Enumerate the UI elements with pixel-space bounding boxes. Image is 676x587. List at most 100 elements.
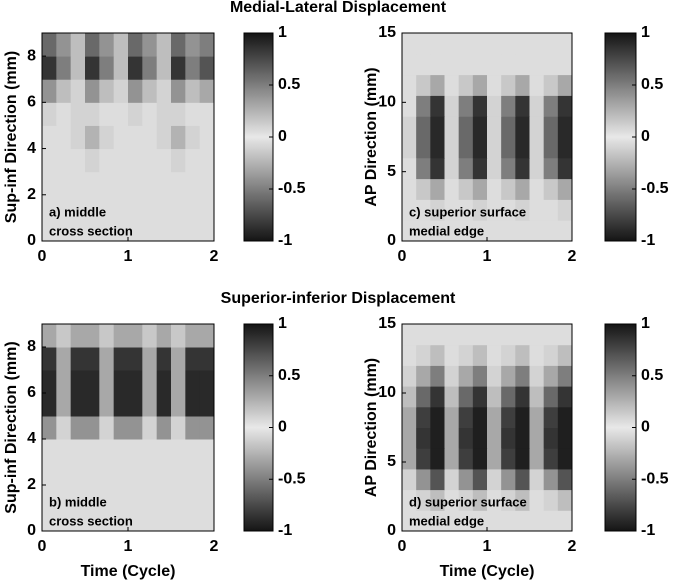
heat-cell xyxy=(70,393,86,417)
heat-cell xyxy=(56,485,72,509)
heat-cell xyxy=(171,102,186,126)
heat-cell xyxy=(557,448,573,470)
colorbar-tick-label: 1 xyxy=(278,24,287,41)
y-tick-label: 6 xyxy=(27,94,36,111)
heat-cell xyxy=(472,157,488,180)
colorbar-tick-label: 1 xyxy=(641,315,650,332)
heat-cell xyxy=(199,148,215,173)
heat-cell xyxy=(42,462,57,486)
heat-cell xyxy=(557,386,573,408)
heat-cell xyxy=(128,324,143,348)
heat-cell xyxy=(430,468,445,491)
heat-cell xyxy=(557,468,573,491)
heat-cell xyxy=(430,365,445,387)
heat-cell xyxy=(402,137,417,159)
heat-cell xyxy=(185,393,201,417)
heat-cell xyxy=(416,33,431,55)
heat-cell xyxy=(128,148,143,173)
heat-cell xyxy=(402,448,417,470)
colorbar-tick-label: 0.5 xyxy=(641,367,663,384)
heat-cell xyxy=(529,386,545,408)
heat-cell xyxy=(156,79,172,103)
heat-cell xyxy=(99,324,115,348)
heat-cell xyxy=(85,370,100,394)
heat-cell xyxy=(501,199,516,221)
heat-cell xyxy=(402,95,417,117)
heat-cell xyxy=(199,508,215,532)
heat-cell xyxy=(487,95,502,117)
colorbar xyxy=(604,323,637,532)
heat-cell xyxy=(487,468,502,491)
y-axis-label: Sup-inf Direction (mm) xyxy=(3,341,20,513)
heat-cell xyxy=(515,178,530,200)
heat-cell xyxy=(199,370,215,394)
heat-cell xyxy=(487,510,502,532)
heat-cell xyxy=(199,347,215,371)
heat-cell xyxy=(142,485,158,509)
heat-cell xyxy=(430,448,445,470)
heat-cell xyxy=(142,194,158,219)
heat-cell xyxy=(42,416,57,440)
heat-cell xyxy=(85,508,100,532)
heat-cell xyxy=(416,365,431,387)
heat-cell xyxy=(416,137,431,159)
heat-cell xyxy=(42,508,57,532)
heat-cell xyxy=(171,370,186,394)
colorbar-tick-label: -0.5 xyxy=(278,180,306,197)
heat-cell xyxy=(543,53,559,76)
heat-cell xyxy=(458,344,474,366)
heat-cell xyxy=(501,365,516,387)
heat-cell xyxy=(416,344,431,366)
heat-cell xyxy=(557,489,573,511)
heat-cell xyxy=(128,171,143,196)
heat-cell xyxy=(501,324,516,346)
heat-cell xyxy=(142,393,158,417)
heat-cell xyxy=(156,416,172,440)
heat-cell xyxy=(515,95,530,117)
heat-cell xyxy=(56,79,72,103)
heat-cell xyxy=(99,56,115,80)
heat-cell xyxy=(156,148,172,173)
heat-cell xyxy=(501,137,516,159)
heat-cell xyxy=(128,194,143,219)
heat-cell xyxy=(142,347,158,371)
heat-cell xyxy=(185,508,201,532)
heat-cell xyxy=(557,406,573,428)
annotation: d) superior surface xyxy=(409,494,527,509)
heat-cell xyxy=(416,157,431,180)
heat-cell xyxy=(487,116,502,138)
heat-cell xyxy=(85,148,100,173)
heat-cell xyxy=(416,489,431,511)
x-tick-label: 1 xyxy=(483,538,492,555)
heat-cell xyxy=(99,370,115,394)
heat-cell xyxy=(416,510,431,532)
heat-cell xyxy=(416,178,431,200)
heat-cell xyxy=(56,194,72,219)
heat-cell xyxy=(99,171,115,196)
heat-cell xyxy=(85,324,100,348)
heat-cell xyxy=(113,347,129,371)
heat-cell xyxy=(142,462,158,486)
heat-cell xyxy=(501,157,516,180)
heat-cell xyxy=(416,386,431,408)
heat-cell xyxy=(529,344,545,366)
heat-cell xyxy=(171,347,186,371)
heat-cell xyxy=(42,171,57,196)
heat-cell xyxy=(416,74,431,96)
heat-cell xyxy=(113,324,129,348)
heat-cell xyxy=(472,427,488,449)
heat-cell xyxy=(458,178,474,200)
x-tick-label: 2 xyxy=(568,538,577,555)
heat-cell xyxy=(458,220,474,242)
heat-cell xyxy=(56,125,72,150)
heat-cell xyxy=(113,194,129,219)
heat-cell xyxy=(501,510,516,532)
heat-cell xyxy=(142,148,158,173)
annotation: cross section xyxy=(49,223,133,238)
heat-cell xyxy=(487,74,502,96)
heat-cell xyxy=(501,33,516,55)
heat-cell xyxy=(402,53,417,76)
heat-cell xyxy=(430,137,445,159)
heat-cell xyxy=(430,74,445,96)
